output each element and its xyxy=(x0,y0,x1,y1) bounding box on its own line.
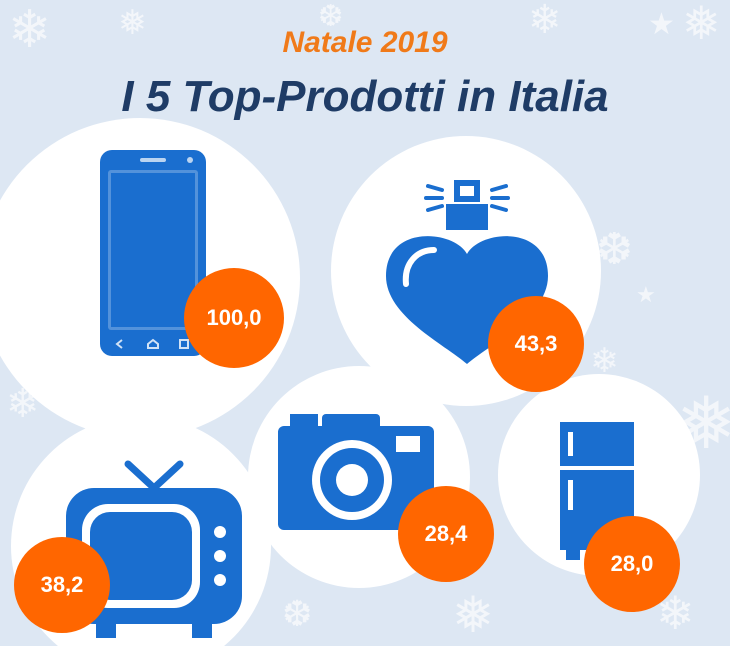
value-badge-smartphone: 100,0 xyxy=(184,268,284,368)
chart-subtitle: Natale 2019 xyxy=(282,26,448,59)
star-icon: ★ xyxy=(636,282,656,307)
snowflake-icon: ❅ xyxy=(452,587,494,643)
value-badge-fridge: 28,0 xyxy=(584,516,680,612)
snowflake-icon: ❄ xyxy=(590,342,619,380)
value-badge-perfume: 43,3 xyxy=(488,296,584,392)
snowflake-icon: ❄ xyxy=(8,1,52,59)
snowflake-icon: ❆ xyxy=(318,0,344,33)
chart-title: I 5 Top-Prodotti in Italia xyxy=(121,72,609,121)
value-badge-tv: 38,2 xyxy=(14,537,110,633)
camera-icon xyxy=(278,414,434,530)
snowflake-icon: ❅ xyxy=(118,4,147,42)
star-icon: ★ xyxy=(648,8,675,41)
snowflake-icon: ❆ xyxy=(596,225,633,274)
snowflake-icon: ❆ xyxy=(282,593,313,634)
snowflake-icon: ❅ xyxy=(682,0,721,49)
value-badge-camera: 28,4 xyxy=(398,486,494,582)
snowflake-icon: ❄ xyxy=(528,0,562,42)
tv-icon xyxy=(66,460,242,638)
smartphone-icon xyxy=(100,150,206,356)
